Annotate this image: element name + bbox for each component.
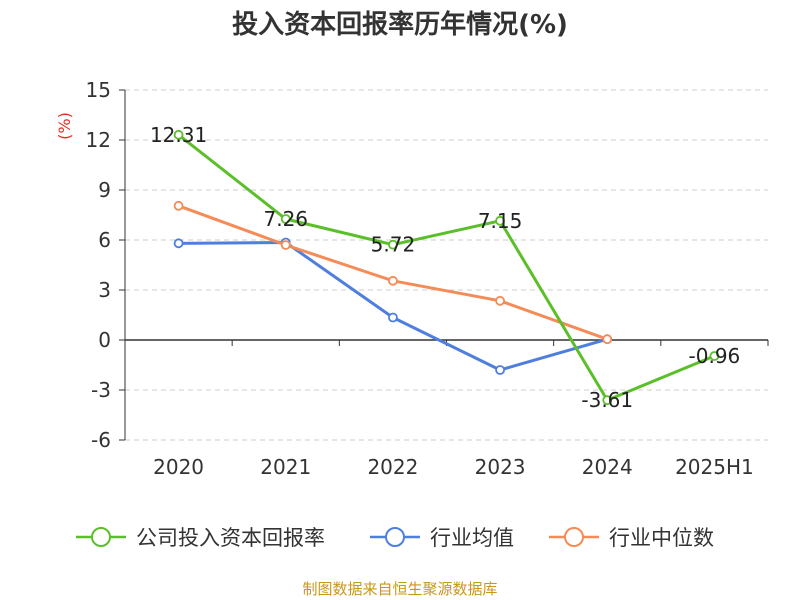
series-point (495, 295, 505, 306)
legend[interactable]: 公司投入资本回报率 行业均值 行业中位数 (76, 526, 714, 550)
legend-marker (564, 527, 584, 547)
axes: 15 12 9 6 3 0 -3 -6 2020 2021 2022 2023 2024 2025H1 (86, 78, 769, 479)
y-tick-label: 0 (98, 328, 111, 352)
x-tick-label: 2020 (153, 455, 204, 479)
data-label: 7.26 (263, 207, 308, 231)
series-point (602, 395, 613, 406)
data-label: -0.96 (689, 344, 741, 368)
x-tick-label: 2025H1 (675, 455, 754, 479)
series-point (495, 215, 505, 226)
series-point (388, 312, 398, 323)
series-point (602, 334, 613, 345)
y-tick-label: 6 (98, 228, 111, 252)
legend-marker (385, 527, 405, 547)
legend-item[interactable]: 公司投入资本回报率 (76, 526, 325, 550)
y-axis-unit: (%) (55, 112, 74, 140)
series-point (280, 240, 291, 250)
series-line (177, 133, 715, 402)
x-tick-label: 2021 (260, 455, 311, 479)
series-point (709, 351, 720, 361)
series-line (178, 241, 608, 372)
data-label: 5.72 (371, 233, 416, 257)
series-point (495, 365, 505, 375)
y-tick-label: 12 (86, 128, 111, 152)
y-tick-label: -6 (91, 428, 111, 452)
series-point (388, 275, 398, 286)
y-tick-label: -3 (91, 378, 111, 402)
series-point (280, 214, 291, 224)
y-tick-label: 9 (98, 178, 111, 202)
x-tick-label: 2022 (367, 455, 418, 479)
legend-label: 行业中位数 (609, 526, 714, 550)
data-label: 7.15 (478, 209, 523, 233)
y-tick-label: 15 (86, 78, 111, 102)
data-labels: 12.31 7.26 5.72 7.15 -3.61 -0.96 (150, 123, 740, 412)
x-tick-label: 2024 (582, 455, 633, 479)
legend-item[interactable]: 行业中位数 (549, 526, 714, 550)
series-lines (173, 129, 720, 406)
source-note: 制图数据来自恒生聚源数据库 (302, 580, 497, 598)
x-tick-label: 2023 (475, 455, 526, 479)
series-point (173, 200, 184, 211)
series-point (173, 129, 184, 140)
legend-label: 公司投入资本回报率 (136, 526, 325, 550)
data-label: 12.31 (150, 123, 207, 147)
data-label: -3.61 (581, 388, 633, 412)
legend-item[interactable]: 行业均值 (370, 526, 514, 550)
grid (125, 89, 768, 441)
y-tick-label: 3 (98, 278, 111, 302)
legend-marker (91, 527, 111, 547)
series-point (173, 238, 184, 249)
series-point (388, 239, 398, 250)
legend-label: 行业均值 (430, 526, 514, 550)
chart-title: 投入资本回报率历年情况(%) (232, 9, 568, 40)
